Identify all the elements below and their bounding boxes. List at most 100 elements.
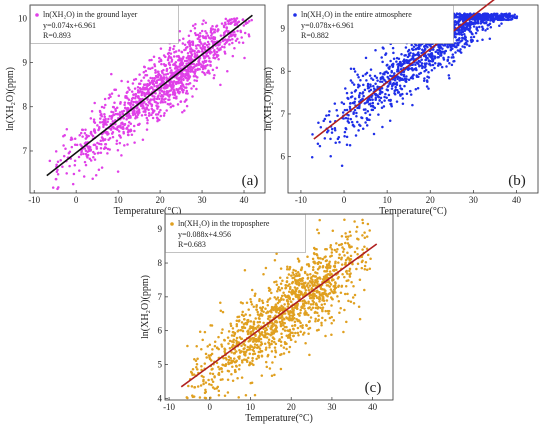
panel-a-point [194,23,197,26]
panel-c-point [277,299,281,303]
panel-c-point [273,355,277,359]
panel-c-point [285,267,289,271]
panel-a-point [167,94,170,98]
panel-a-point [209,37,212,40]
panel-a-point [159,47,163,50]
panel-c-point [217,373,220,376]
panel-c-point [275,280,278,283]
panel-b-point [410,43,413,47]
panel-c-point [232,359,235,363]
panel-b-point [382,47,385,50]
panel-c-point [233,357,236,360]
panel-c-point [339,306,342,310]
panel-b-legend-label: ln(XH₂O) in the entire atmosphere [301,10,412,19]
panel-c-point [267,341,270,344]
panel-c-point [295,272,298,276]
panel-c-point [303,286,307,290]
panel-b-point [366,82,370,86]
panel-c-point [323,269,326,273]
panel-c-point [318,276,321,279]
panel-b-point [361,127,365,130]
panel-c-point [261,301,265,305]
panel-c-point [307,313,310,317]
panel-b-point [453,42,457,45]
panel-a-point [176,103,180,106]
panel-c-point [198,396,202,399]
panel-a-point [138,82,142,86]
panel-c-legend-label: ln(XH₂O) in the troposphere [178,219,270,228]
panel-c-point [299,290,303,294]
panel-a-point [130,97,134,101]
panel-a-point [142,86,145,89]
panel-c-point [204,381,208,384]
panel-c-point [280,335,284,339]
panel-a-point [144,92,148,95]
panel-c-point [256,310,259,314]
panel-c-point [342,330,345,334]
panel-b-point [347,121,351,124]
panel-c-point [235,350,238,353]
panel-a-point [187,61,191,64]
panel-c-point [291,324,294,328]
panel-c-point [244,352,247,356]
panel-a-point [63,133,66,137]
panel-c-point [366,222,370,226]
panel-a-point [136,85,140,89]
panel-b-point [486,18,489,22]
panel-a-point [64,147,67,151]
panel-c-point [315,247,318,251]
panel-c-point [296,287,299,290]
panel-c-point [343,254,346,257]
panel-b-point [414,87,418,91]
panel-a-point [136,89,140,92]
panel-c-point [327,309,331,313]
panel-a-point [158,97,161,101]
panel-b-point [361,74,365,78]
panel-c-point [301,277,305,280]
panel-b-point [353,70,357,73]
panel-a-point [186,92,189,95]
panel-b-point [329,154,332,158]
panel-b-point [508,15,511,19]
panel-a-point [89,149,92,152]
panel-a-point [229,22,232,26]
panel-a-point [234,39,238,42]
panel-c-point [290,281,294,285]
panel-a-point [140,79,143,82]
panel-b-point [400,52,403,56]
panel-a-point [191,40,195,44]
panel-b-point [476,39,479,43]
panel-a-point [223,21,227,25]
panel-c-point [301,324,304,327]
panel-c-point [268,289,271,292]
panel-b-point [404,59,407,63]
panel-c-point [287,290,291,293]
panel-c-point [316,280,319,283]
panel-a-point [154,92,157,95]
panel-a-point [79,153,83,156]
panel-a-point [236,37,239,41]
panel-a-point [116,170,120,173]
panel-c-point [240,321,244,324]
panel-b-point [500,14,504,17]
panel-a-point [127,98,131,102]
panel-a-point [193,55,197,59]
panel-b-point [386,71,390,75]
panel-c-point [333,284,337,287]
panel-c-point [324,319,327,322]
panel-c-point [255,357,258,361]
panel-c-point [360,266,364,270]
panel-b-point [376,102,380,106]
panel-a-point [138,98,142,101]
panel-a-point [227,22,230,25]
panel-c-point [211,367,214,371]
panel-b-point [344,116,348,120]
panel-c-point [242,314,245,318]
panel-c-point [292,334,295,338]
panel-a-point [177,54,180,58]
panel-a-point [156,119,159,123]
panel-a-point [134,92,138,96]
panel-c-point [321,298,324,302]
panel-b-point [470,32,474,35]
panel-c-point [273,296,276,299]
